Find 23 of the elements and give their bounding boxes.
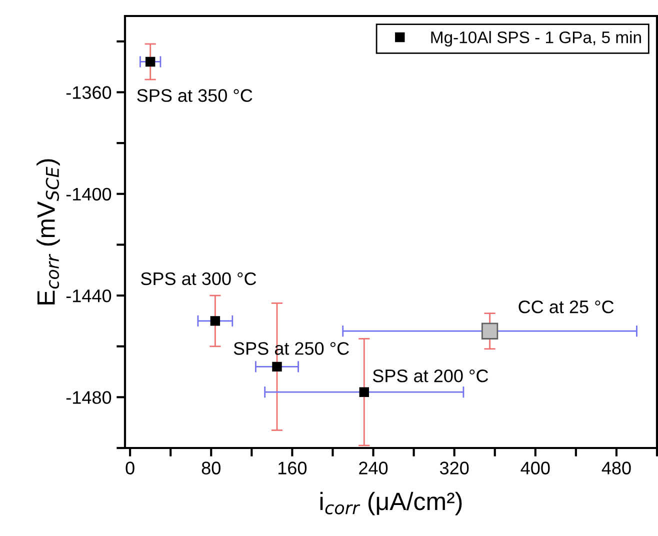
- x-tick-label: 160: [278, 462, 307, 474]
- y-tick-label: -1480: [66, 391, 112, 404]
- point: [359, 387, 370, 397]
- point: [210, 316, 220, 326]
- x-tick-label: 480: [602, 462, 631, 474]
- point: [272, 362, 282, 372]
- x-tick-label: 320: [440, 462, 469, 474]
- point: [481, 322, 498, 340]
- x-tick-label: 80: [202, 462, 220, 474]
- y-tick-label: -1400: [66, 188, 112, 201]
- x-tick-label: 0: [126, 462, 134, 474]
- y-tick-label: -1440: [66, 289, 112, 302]
- annotation: SPS at 200 °C: [372, 369, 488, 382]
- annotation: CC at 25 °C: [518, 300, 614, 314]
- annotation: SPS at 350 °C: [137, 89, 252, 102]
- x-axis-title: i$_{corr}$ (μA/cm²): [320, 492, 462, 516]
- x-tick-label: 400: [520, 462, 550, 474]
- legend-label: Mg-10Al SPS - 1 GPa, 5 min: [431, 31, 641, 47]
- y-tick-label: -1360: [66, 86, 112, 99]
- y-axis-title: E$_{corr}$ (mV$_{SCE}$): [36, 159, 60, 304]
- x-tick-label: 240: [359, 462, 388, 474]
- annotation: SPS at 300 °C: [141, 272, 256, 286]
- point: [145, 56, 156, 67]
